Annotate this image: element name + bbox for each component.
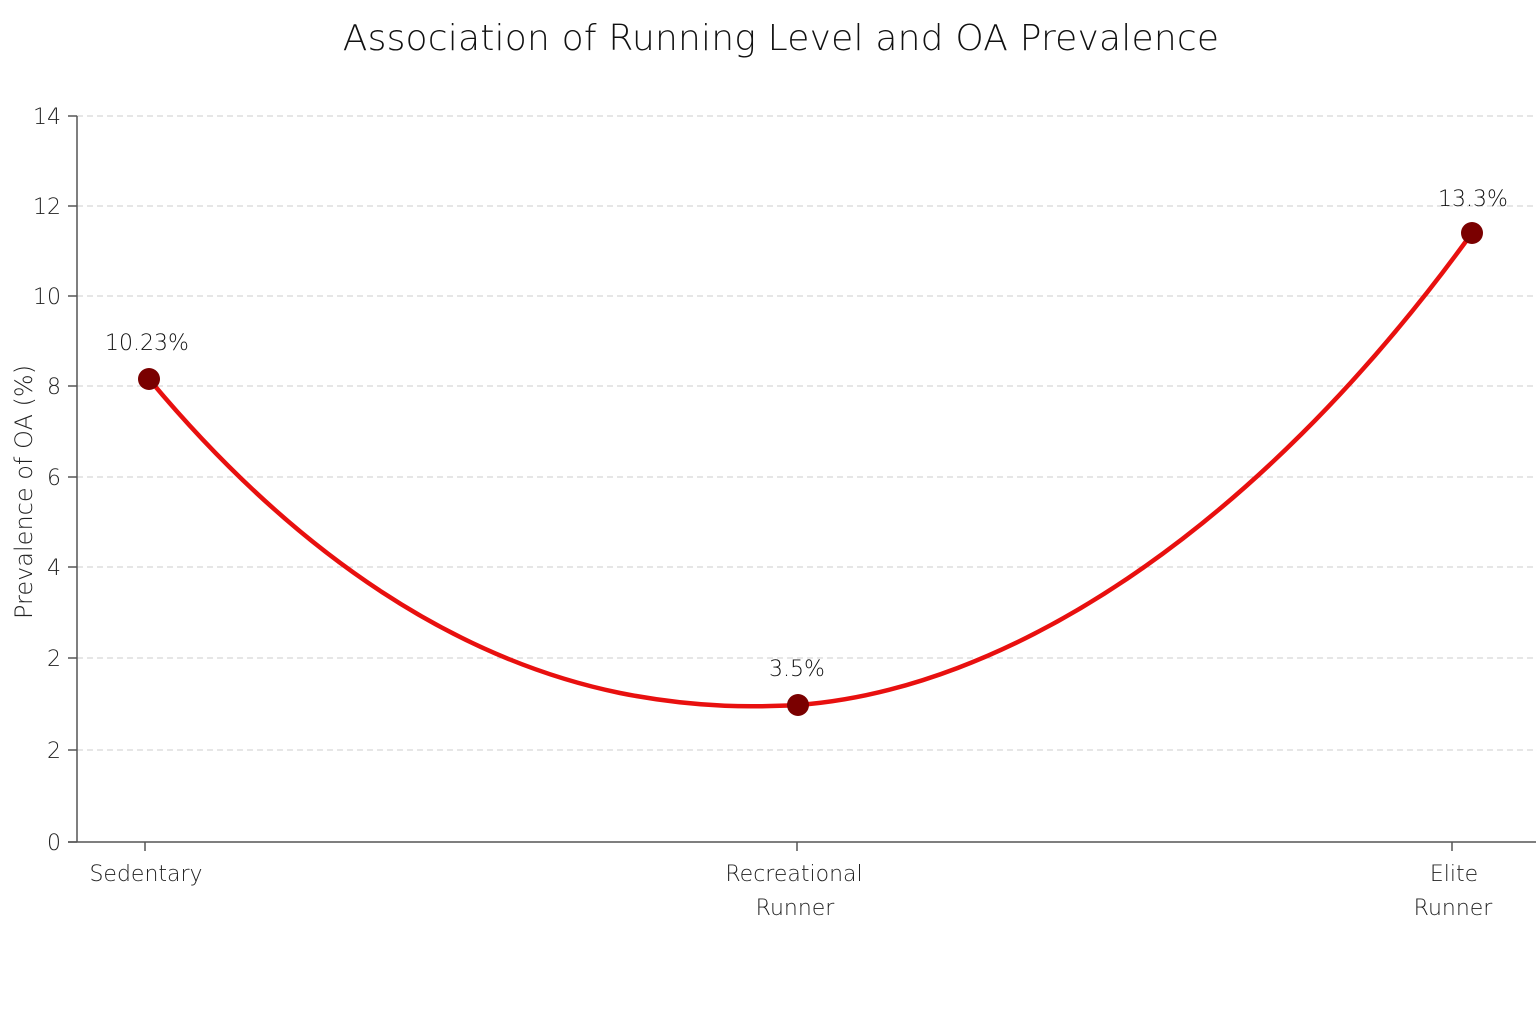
x-tick-labels: Sedentary Recreational Runner Elite Runn…: [89, 862, 1493, 921]
y-tick-label: 2: [47, 739, 61, 764]
data-point-sedentary[interactable]: [138, 368, 160, 390]
x-label-sedentary: Sedentary: [89, 862, 202, 887]
x-label-elite-line1: Elite: [1430, 862, 1478, 887]
data-point-elite[interactable]: [1461, 222, 1483, 244]
chart-title: Association of Running Level and OA Prev…: [342, 18, 1220, 59]
series-line: [146, 230, 1475, 709]
y-tick-label: 2: [47, 647, 61, 672]
x-label-elite-line2: Runner: [1414, 896, 1494, 921]
data-label-elite: 13.3%: [1438, 187, 1508, 212]
y-ticks: [68, 115, 77, 843]
y-tick-label: 8: [47, 375, 61, 400]
x-ticks: [144, 842, 1453, 851]
y-tick-label: 14: [33, 105, 61, 130]
y-gridlines: [77, 115, 1536, 751]
y-tick-label: 0: [47, 831, 61, 856]
data-label-sedentary: 10.23%: [105, 331, 189, 356]
y-tick-label: 4: [47, 556, 61, 581]
y-axis-title: Prevalence of OA (%): [10, 365, 38, 619]
y-tick-label: 6: [47, 466, 61, 491]
y-tick-label: 12: [33, 195, 61, 220]
data-label-recreational: 3.5%: [769, 657, 825, 682]
y-tick-labels: 14 12 10 8 6 4 2 2 0: [33, 105, 61, 856]
x-label-recreational-line1: Recreational: [725, 862, 862, 887]
data-point-recreational[interactable]: [787, 694, 809, 716]
y-tick-label: 10: [33, 285, 61, 310]
x-label-recreational-line2: Runner: [756, 896, 836, 921]
